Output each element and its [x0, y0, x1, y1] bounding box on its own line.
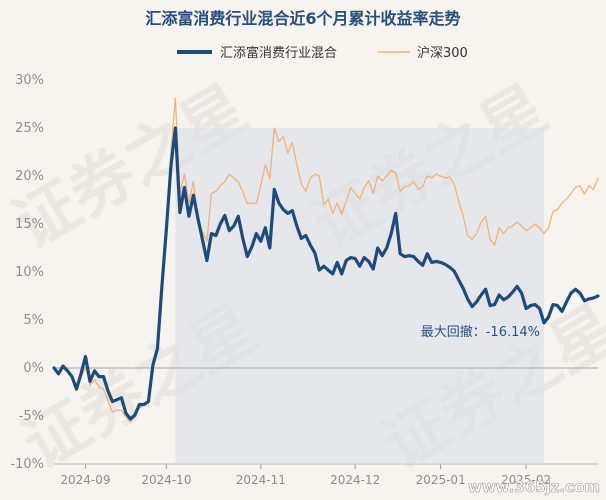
y-tick-label: 0%	[23, 361, 44, 376]
drawdown-region	[175, 128, 545, 464]
brand-watermark: www.365jz.com	[468, 478, 600, 496]
x-tick-label: 2025-01	[416, 473, 466, 487]
chart-title: 汇添富消费行业混合近6个月累计收益率走势	[145, 9, 460, 28]
y-tick-label: 5%	[23, 313, 44, 328]
y-tick-label: 25%	[15, 121, 44, 136]
y-tick-label: 10%	[15, 265, 44, 280]
x-tick-label: 2024-09	[60, 473, 110, 487]
series-line-fund	[52, 126, 600, 421]
legend-label-index: 沪深300	[417, 45, 468, 61]
y-axis: 30% 25% 20% 15% 10% 5% 0% -5% -10%	[10, 73, 44, 472]
y-tick-label: -5%	[19, 409, 44, 424]
y-tick-label: -10%	[10, 457, 44, 472]
legend: 汇添富消费行业混合 沪深300	[177, 45, 468, 61]
y-tick-label: 30%	[15, 73, 44, 88]
y-tick-label: 15%	[15, 217, 44, 232]
x-tick-label: 2024-10	[141, 473, 191, 487]
y-tick-label: 20%	[15, 169, 44, 184]
x-tick-label: 2024-12	[330, 473, 380, 487]
legend-label-fund: 汇添富消费行业混合	[220, 45, 337, 61]
x-tick-label: 2024-11	[236, 473, 286, 487]
max-drawdown-label: 最大回撤：-16.14%	[421, 324, 540, 340]
x-tick-label: 2025-02	[501, 473, 551, 487]
